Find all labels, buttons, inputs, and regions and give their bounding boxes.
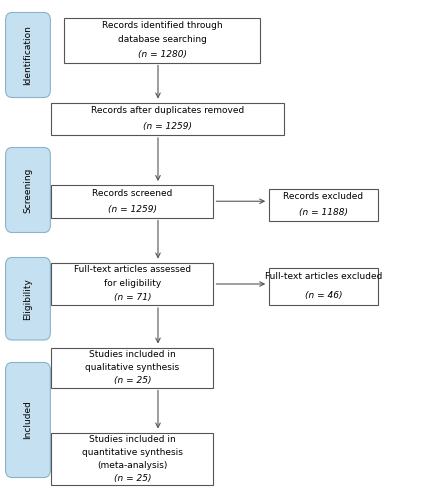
FancyBboxPatch shape (64, 18, 260, 62)
FancyBboxPatch shape (6, 362, 50, 478)
Text: (n = 25): (n = 25) (113, 376, 151, 386)
Text: (n = 71): (n = 71) (113, 294, 151, 302)
Text: (n = 1259): (n = 1259) (108, 205, 156, 214)
FancyBboxPatch shape (268, 268, 377, 305)
Text: Included: Included (23, 400, 32, 440)
Text: qualitative synthesis: qualitative synthesis (85, 363, 179, 372)
Text: (n = 1280): (n = 1280) (138, 50, 186, 59)
Text: Full-text articles excluded: Full-text articles excluded (264, 272, 381, 281)
FancyBboxPatch shape (6, 258, 50, 340)
Text: Screening: Screening (23, 168, 32, 212)
Text: database searching: database searching (118, 36, 206, 44)
Text: Records identified through: Records identified through (102, 20, 222, 30)
FancyBboxPatch shape (51, 102, 283, 135)
Text: Studies included in: Studies included in (89, 434, 176, 444)
FancyBboxPatch shape (51, 185, 213, 218)
FancyBboxPatch shape (51, 262, 213, 305)
FancyBboxPatch shape (51, 348, 213, 388)
Text: Full-text articles assessed: Full-text articles assessed (74, 265, 190, 274)
Text: Identification: Identification (23, 25, 32, 85)
Text: Studies included in: Studies included in (89, 350, 176, 358)
Text: Records excluded: Records excluded (283, 192, 363, 201)
Text: (meta-analysis): (meta-analysis) (97, 461, 167, 470)
FancyBboxPatch shape (6, 12, 50, 98)
Text: Records after duplicates removed: Records after duplicates removed (91, 106, 244, 115)
FancyBboxPatch shape (268, 188, 377, 221)
Text: Records screened: Records screened (92, 188, 172, 198)
Text: (n = 1188): (n = 1188) (298, 208, 347, 218)
FancyBboxPatch shape (51, 432, 213, 485)
Text: for eligibility: for eligibility (104, 279, 161, 288)
Text: (n = 1259): (n = 1259) (143, 122, 192, 132)
FancyBboxPatch shape (6, 148, 50, 232)
Text: (n = 25): (n = 25) (113, 474, 151, 483)
Text: Eligibility: Eligibility (23, 278, 32, 320)
Text: quantitative synthesis: quantitative synthesis (82, 448, 182, 456)
Text: (n = 46): (n = 46) (304, 291, 341, 300)
